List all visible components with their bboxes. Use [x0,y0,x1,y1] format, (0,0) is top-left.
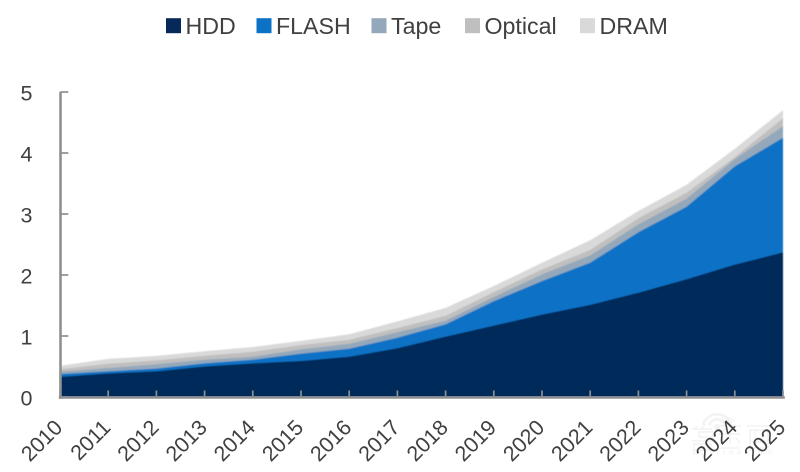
svg-text:Tape: Tape [391,13,441,39]
svg-text:s m a r t d a u t o m: s m a r t d a u t o m [692,448,772,457]
svg-text:1: 1 [21,326,33,350]
svg-text:FLASH: FLASH [276,13,351,39]
svg-text:Optical: Optical [485,13,557,39]
svg-text:DRAM: DRAM [600,13,668,39]
svg-text:5: 5 [21,82,33,106]
svg-text:4: 4 [21,143,33,167]
svg-text:3: 3 [21,204,33,228]
svg-text:HDD: HDD [186,13,236,39]
svg-text:2: 2 [21,265,33,289]
svg-text:0: 0 [21,387,33,411]
